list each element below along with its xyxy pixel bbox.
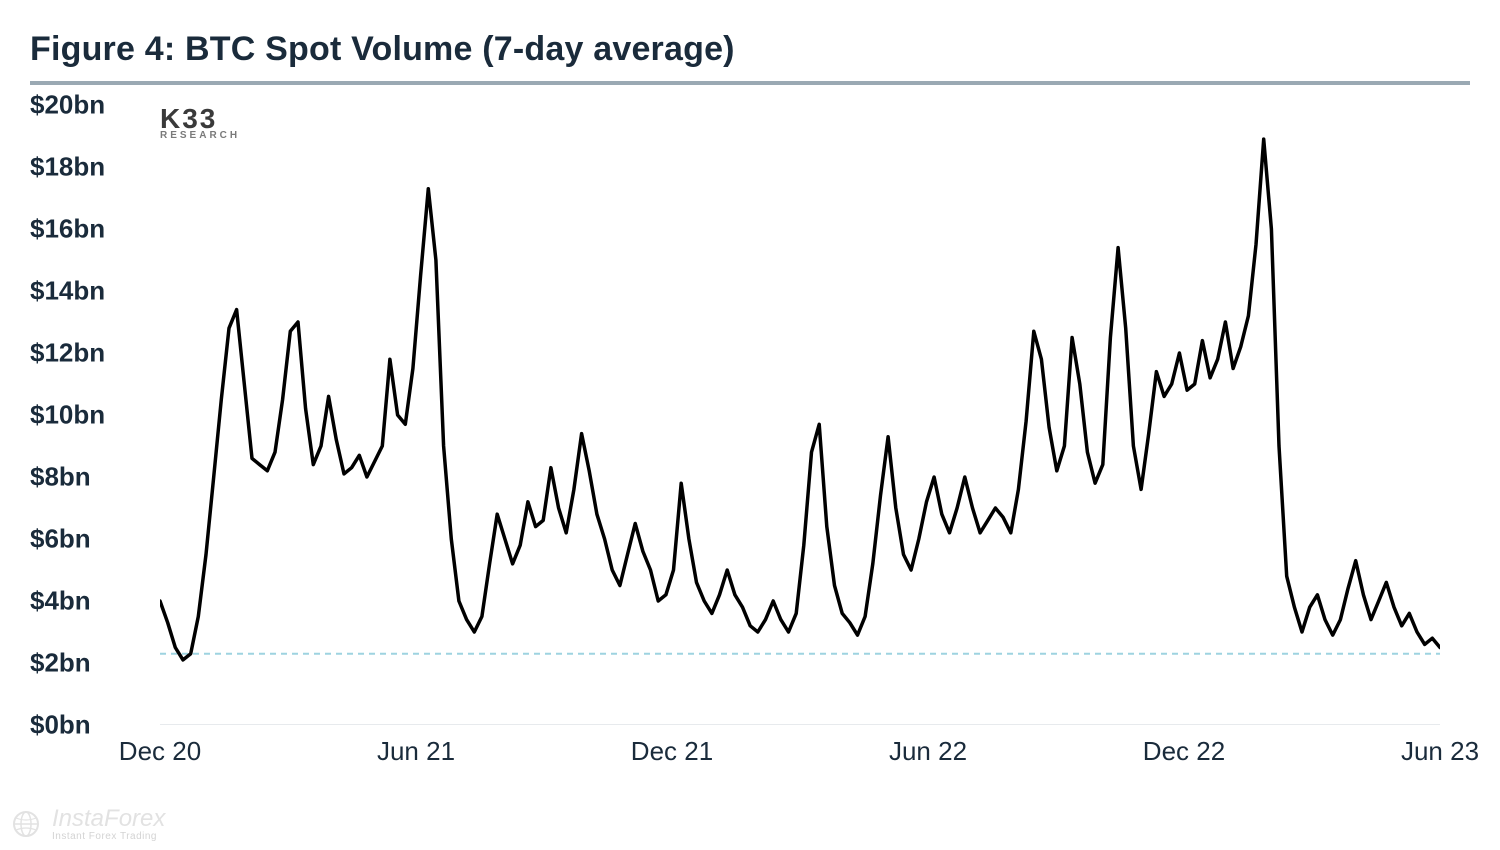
chart-plot (160, 105, 1440, 725)
figure-title-rule (30, 81, 1470, 85)
y-axis-label: $10bn (30, 400, 148, 431)
y-axis-label: $14bn (30, 276, 148, 307)
x-axis-label: Dec 22 (1143, 736, 1225, 767)
figure-title: Figure 4: BTC Spot Volume (7-day average… (30, 30, 1470, 69)
y-axis-label: $18bn (30, 152, 148, 183)
x-axis-label: Jun 21 (377, 736, 455, 767)
watermark-text: InstaForex (52, 807, 165, 831)
y-axis-label: $12bn (30, 338, 148, 369)
globe-icon (8, 806, 44, 842)
figure-container: Figure 4: BTC Spot Volume (7-day average… (0, 0, 1500, 850)
y-axis-label: $4bn (30, 586, 148, 617)
y-axis-label: $6bn (30, 524, 148, 555)
watermark: InstaForex Instant Forex Trading (8, 806, 165, 842)
x-axis-label: Jun 22 (889, 736, 967, 767)
series-line (160, 139, 1440, 660)
x-axis-label: Dec 21 (631, 736, 713, 767)
y-axis-label: $20bn (30, 90, 148, 121)
x-axis-label: Dec 20 (119, 736, 201, 767)
y-axis-label: $16bn (30, 214, 148, 245)
chart-area: K33 RESEARCH $0bn$2bn$4bn$6bn$8bn$10bn$1… (30, 105, 1450, 785)
y-axis-label: $2bn (30, 648, 148, 679)
watermark-subtext: Instant Forex Trading (52, 831, 165, 842)
y-axis-label: $8bn (30, 462, 148, 493)
x-axis-label: Jun 23 (1401, 736, 1479, 767)
